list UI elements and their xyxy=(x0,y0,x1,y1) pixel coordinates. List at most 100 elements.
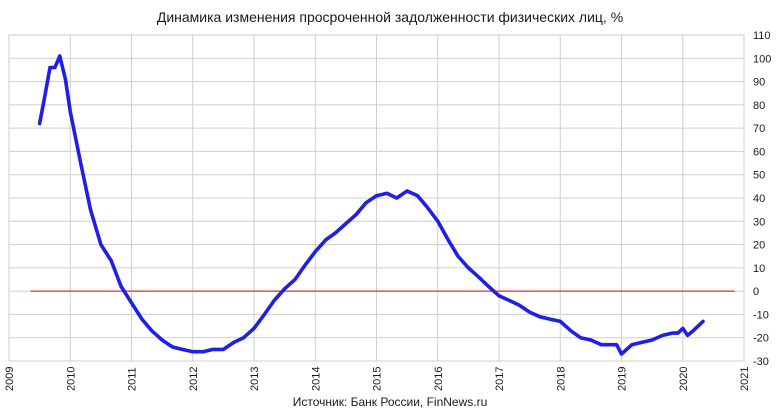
data-point xyxy=(416,194,419,197)
x-tick-label: 2012 xyxy=(188,367,200,391)
x-tick-label: 2020 xyxy=(678,367,690,391)
data-point xyxy=(615,343,618,346)
y-tick-label: 70 xyxy=(753,123,765,135)
x-tick-label: 2011 xyxy=(127,367,139,391)
data-point xyxy=(191,350,194,353)
data-point xyxy=(559,320,562,323)
data-point xyxy=(141,318,143,320)
data-point xyxy=(304,264,306,267)
data-point xyxy=(528,311,531,313)
data-point xyxy=(692,329,694,332)
data-point xyxy=(702,320,704,323)
x-tick-label: 2017 xyxy=(494,367,506,391)
data-point xyxy=(620,353,623,355)
data-point xyxy=(49,66,51,69)
x-tick-label: 2013 xyxy=(249,367,261,391)
data-point xyxy=(365,201,367,204)
data-point xyxy=(334,232,337,234)
data-point xyxy=(273,299,276,302)
data-point xyxy=(487,285,490,288)
x-tick-label: 2009 xyxy=(4,367,16,391)
data-point xyxy=(212,348,214,351)
data-point xyxy=(549,318,551,320)
data-point xyxy=(447,239,449,241)
data-point xyxy=(100,243,102,246)
chart-title: Динамика изменения просроченной задолжен… xyxy=(156,9,624,25)
data-point xyxy=(569,329,572,332)
y-tick-label: -10 xyxy=(753,309,769,321)
x-tick-label: 2015 xyxy=(372,367,384,391)
data-point xyxy=(375,194,378,197)
y-tick-label: 30 xyxy=(753,216,765,228)
data-point xyxy=(232,341,235,344)
data-point xyxy=(661,334,664,337)
source-note: Источник: Банк России, FinNews.ru xyxy=(292,395,488,409)
data-point xyxy=(130,301,133,304)
data-point xyxy=(436,220,439,223)
data-point xyxy=(59,55,61,57)
data-point xyxy=(681,327,684,330)
data-point xyxy=(54,66,56,69)
data-point xyxy=(283,288,286,290)
data-point xyxy=(171,346,174,348)
data-point xyxy=(686,334,689,337)
y-tick-label: 40 xyxy=(753,193,765,205)
y-tick-label: 100 xyxy=(753,53,771,65)
data-point xyxy=(600,343,603,346)
data-point xyxy=(355,213,358,216)
data-point xyxy=(222,348,225,351)
data-point xyxy=(386,192,388,195)
data-point xyxy=(539,315,541,318)
x-tick-label: 2014 xyxy=(310,367,322,391)
data-point xyxy=(69,111,72,113)
data-point xyxy=(150,329,153,332)
data-point xyxy=(181,348,184,351)
data-point xyxy=(610,343,612,346)
data-point xyxy=(677,332,679,334)
data-point xyxy=(202,350,204,353)
y-tick-label: 60 xyxy=(753,146,765,158)
data-point xyxy=(89,208,92,211)
data-point xyxy=(467,267,470,269)
data-point xyxy=(671,332,674,334)
data-point xyxy=(294,278,296,281)
data-point xyxy=(579,336,582,339)
y-tick-label: 50 xyxy=(753,170,765,182)
data-point xyxy=(110,260,113,262)
y-tick-label: 0 xyxy=(753,286,759,298)
y-tick-label: 80 xyxy=(753,100,765,112)
data-point xyxy=(498,295,500,297)
data-point xyxy=(324,239,327,241)
x-tick-label: 2019 xyxy=(617,367,629,391)
data-point xyxy=(457,255,459,258)
data-point xyxy=(120,285,122,288)
y-tick-label: 90 xyxy=(753,77,765,89)
y-tick-label: 110 xyxy=(753,30,771,42)
data-point xyxy=(161,339,163,341)
y-tick-label: -20 xyxy=(753,333,769,345)
series-line-0 xyxy=(37,54,705,356)
data-point xyxy=(253,327,255,330)
data-point xyxy=(395,197,398,199)
data-point xyxy=(640,341,643,344)
data-point xyxy=(426,206,429,209)
data-point xyxy=(79,162,82,164)
data-point xyxy=(406,190,408,192)
data-point xyxy=(64,78,67,81)
data-point xyxy=(263,313,266,316)
data-point xyxy=(345,222,347,225)
data-point xyxy=(508,299,511,302)
data-point xyxy=(242,336,245,339)
x-tick-labels: 2009 2010 2011 2012 2013 2014 2015 2016 2017 2018… xyxy=(4,367,751,391)
data-point xyxy=(477,276,480,278)
y-tick-label: 20 xyxy=(753,240,765,252)
data-point xyxy=(38,122,41,125)
x-tick-label: 2018 xyxy=(555,367,567,391)
data-point xyxy=(651,339,653,341)
y-tick-label: -30 xyxy=(753,356,769,368)
data-point xyxy=(43,97,46,99)
series-layer xyxy=(37,54,705,356)
x-tick-label: 2021 xyxy=(739,367,751,391)
data-point xyxy=(314,250,317,253)
